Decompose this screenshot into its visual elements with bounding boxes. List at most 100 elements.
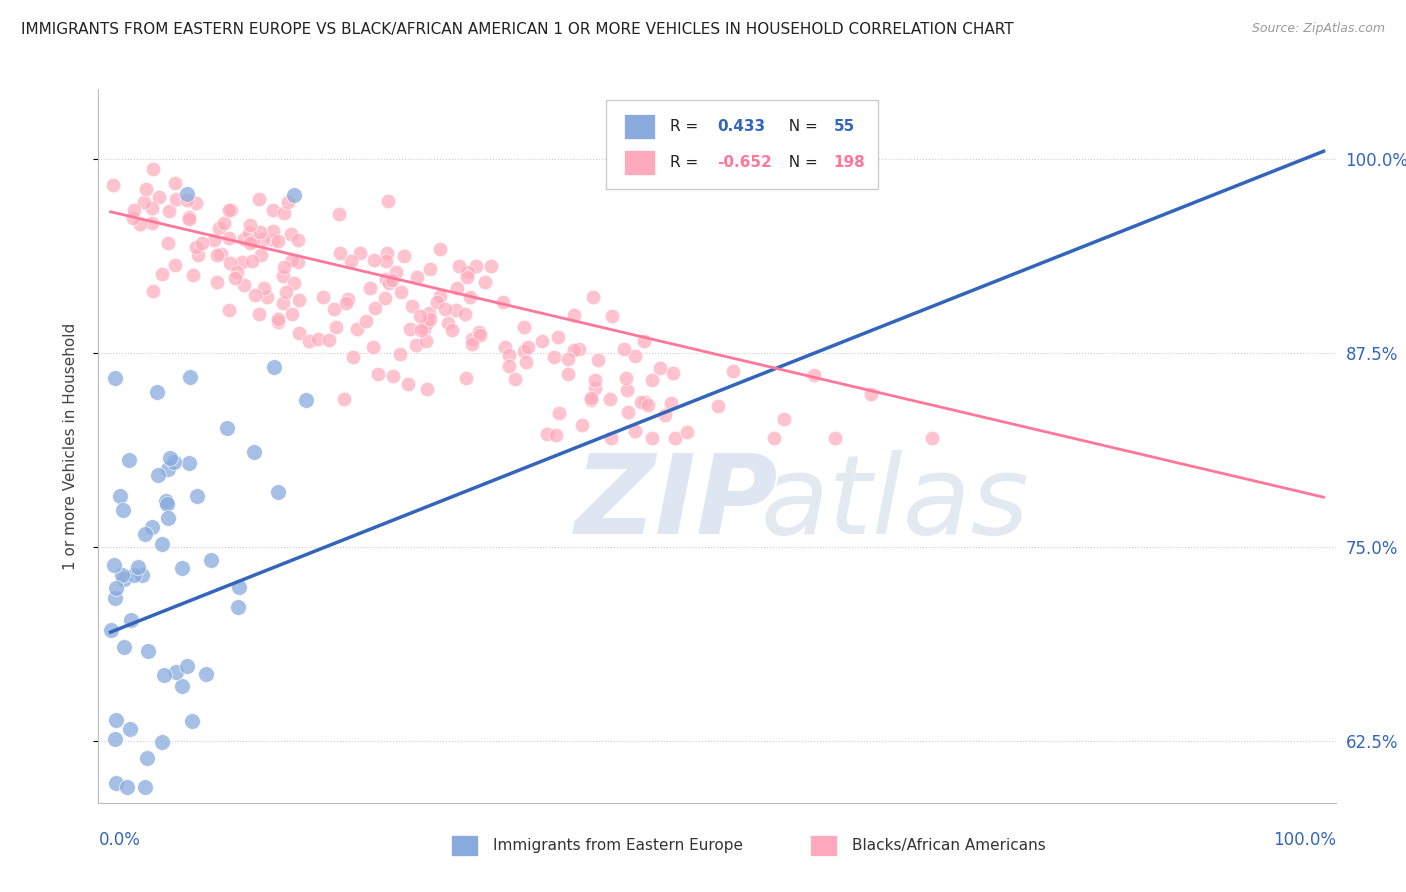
Point <box>239 218 262 232</box>
Point <box>557 351 579 366</box>
Point <box>105 713 128 727</box>
Point <box>624 349 647 363</box>
Point <box>141 201 163 215</box>
Point <box>127 560 149 574</box>
Point <box>228 581 250 595</box>
Point <box>354 314 377 328</box>
Point <box>392 249 415 263</box>
Point <box>138 644 160 658</box>
Point <box>562 308 585 322</box>
Point <box>382 369 405 384</box>
Point <box>170 561 193 575</box>
Point <box>318 333 340 347</box>
Point <box>468 325 491 339</box>
Text: Blacks/African Americans: Blacks/African Americans <box>852 838 1046 853</box>
Point <box>134 194 156 209</box>
Point <box>440 323 463 337</box>
Point <box>633 334 655 348</box>
Point <box>374 272 396 286</box>
Point <box>115 780 138 795</box>
Point <box>405 269 427 284</box>
Point <box>294 393 316 408</box>
Point <box>283 187 305 202</box>
Point <box>277 194 299 209</box>
Point <box>582 290 605 304</box>
Y-axis label: 1 or more Vehicles in Household: 1 or more Vehicles in Household <box>63 322 77 570</box>
Point <box>418 306 440 320</box>
Point <box>624 424 647 438</box>
Point <box>307 332 329 346</box>
Point <box>231 255 253 269</box>
Point <box>568 343 591 357</box>
Point <box>181 714 204 729</box>
Point <box>191 235 214 250</box>
Point <box>536 426 558 441</box>
Point <box>803 368 825 383</box>
Bar <box>451 835 478 856</box>
Point <box>515 354 537 368</box>
Point <box>165 665 187 679</box>
Point <box>211 247 233 261</box>
Point <box>243 288 266 302</box>
Point <box>633 395 655 409</box>
Point <box>342 350 364 364</box>
Point <box>630 394 652 409</box>
Point <box>375 246 398 260</box>
Point <box>238 226 260 240</box>
Point <box>530 334 553 348</box>
Point <box>461 332 484 346</box>
Point <box>134 526 156 541</box>
Point <box>429 289 451 303</box>
Point <box>419 262 441 277</box>
Point <box>177 211 200 225</box>
Point <box>141 520 163 534</box>
Point <box>134 780 156 795</box>
Text: 55: 55 <box>834 120 855 134</box>
Point <box>492 294 515 309</box>
Point <box>361 340 384 354</box>
Point <box>447 259 470 273</box>
Point <box>267 485 290 500</box>
Point <box>641 372 664 386</box>
Point <box>650 360 672 375</box>
Point <box>548 406 571 420</box>
Point <box>405 337 427 351</box>
Point <box>429 242 451 256</box>
Point <box>457 265 479 279</box>
Point <box>581 392 603 406</box>
Point <box>583 381 606 395</box>
Point <box>247 307 270 321</box>
Point <box>247 193 270 207</box>
Point <box>544 427 567 442</box>
Point <box>112 573 135 587</box>
Point <box>146 384 169 399</box>
Point <box>112 503 135 517</box>
Point <box>267 312 290 326</box>
Point <box>108 489 131 503</box>
Point <box>176 658 198 673</box>
Point <box>239 236 262 251</box>
Point <box>557 367 579 381</box>
Point <box>218 302 240 317</box>
FancyBboxPatch shape <box>606 100 877 189</box>
Point <box>349 246 371 260</box>
Point <box>170 679 193 693</box>
Point <box>136 751 159 765</box>
Point <box>142 285 165 299</box>
Point <box>120 613 142 627</box>
Text: N =: N = <box>779 120 823 134</box>
Point <box>110 568 132 582</box>
Point <box>104 581 127 595</box>
Point <box>243 444 266 458</box>
Point <box>860 387 883 401</box>
Point <box>614 371 637 385</box>
Text: atlas: atlas <box>761 450 1029 557</box>
Point <box>157 203 180 218</box>
Text: N =: N = <box>779 155 823 169</box>
Point <box>281 307 304 321</box>
Point <box>218 231 240 245</box>
Point <box>103 371 125 385</box>
Point <box>381 273 404 287</box>
Point <box>460 337 482 351</box>
Text: R =: R = <box>671 120 703 134</box>
